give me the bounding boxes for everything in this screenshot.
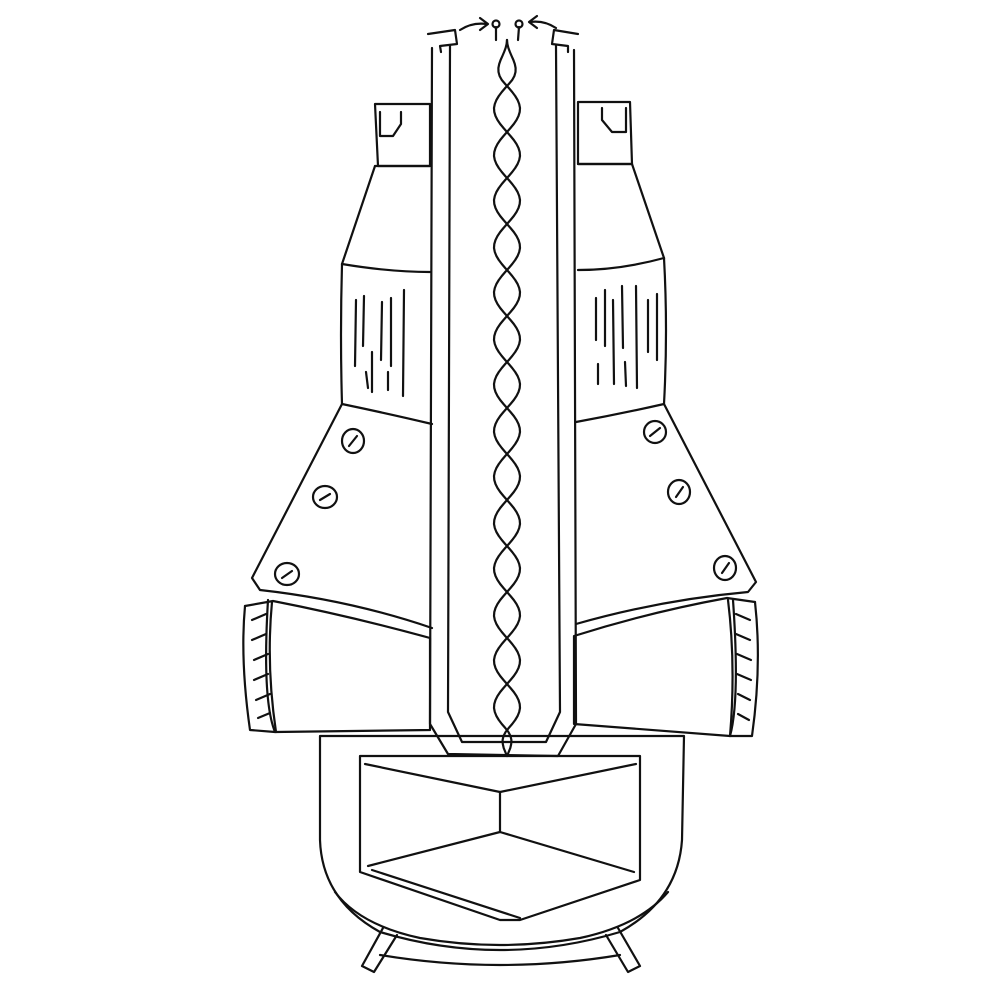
feet [360, 926, 642, 974]
wire-strand-a [492, 38, 522, 758]
left-clamp-stroke-3 [252, 652, 270, 662]
right-clamp-stroke-2 [734, 632, 752, 642]
inner-box-floor [366, 830, 636, 874]
center-tube-left-flange [426, 28, 459, 54]
screw-left-upper [340, 427, 366, 455]
twisted-wire-pair [492, 38, 522, 758]
screw-right-upper [642, 419, 668, 445]
screw-left-middle [311, 484, 339, 510]
right-foot [604, 926, 642, 974]
left-upper-collar [340, 102, 432, 266]
left-side-clamp [242, 598, 432, 734]
right-band-stroke-5 [634, 284, 639, 390]
center-tube [426, 28, 580, 758]
right-clamp-stroke-4 [735, 672, 753, 682]
screw-heads [273, 419, 738, 587]
left-band-hatching [353, 288, 406, 398]
left-band-outline [339, 262, 344, 406]
center-tube-inner [446, 44, 562, 744]
left-clamp-stroke-4 [252, 672, 270, 682]
left-clamp-stroke-5 [254, 692, 272, 702]
right-terminal [514, 19, 524, 42]
right-skirt-top [574, 402, 666, 424]
left-band-top [340, 262, 432, 274]
arrow-in-left-icon [458, 16, 490, 32]
left-hatched-band [339, 262, 432, 406]
left-clamp-stroke-6 [256, 711, 272, 720]
left-band-stroke-6 [401, 288, 406, 398]
arrow-in-right-icon [527, 14, 558, 30]
left-flared-skirt [250, 402, 434, 630]
left-collar-taper [340, 164, 377, 266]
right-hatched-band [576, 256, 668, 406]
left-band-stroke-2 [361, 294, 366, 348]
screw-right-middle [666, 478, 692, 506]
right-clamp-body [572, 596, 757, 738]
left-band-stroke-8 [364, 370, 370, 390]
base-housing-bottom-rim [378, 953, 622, 967]
screw-right-lower [712, 554, 738, 582]
right-band-outline [662, 256, 668, 406]
left-clamp-inner-edge [268, 600, 278, 734]
wire-strand-b [492, 38, 522, 758]
right-clamp-outer-edge [728, 600, 759, 738]
base-housing-outline [318, 734, 686, 952]
screw-left-lower [273, 561, 301, 587]
inner-box-front-edge [370, 868, 522, 920]
right-clamp-inner-edge [726, 598, 734, 738]
center-tube-outer [428, 46, 578, 758]
left-band-stroke-1 [353, 298, 358, 368]
right-clamp-stroke-6 [736, 712, 751, 722]
right-band-stroke-4 [620, 284, 625, 350]
left-collar-cap [373, 102, 432, 168]
left-clamp-hatching [250, 612, 272, 720]
inner-box-top-rim [363, 762, 638, 794]
right-clamp-stroke-1 [734, 612, 752, 622]
right-clamp-hatching [734, 612, 753, 722]
left-clamp-outer-edge [242, 604, 277, 734]
base-housing-lower-rim [333, 890, 670, 947]
right-skirt-outline [574, 402, 758, 626]
center-tube-right-flange [550, 28, 580, 54]
left-band-stroke-4 [379, 300, 384, 362]
right-collar-notch [600, 106, 628, 134]
left-skirt-outline [250, 402, 434, 630]
right-band-stroke-3 [611, 298, 616, 386]
right-band-top [576, 256, 666, 272]
right-collar-taper [630, 162, 666, 260]
right-side-clamp [572, 596, 759, 738]
right-flared-skirt [574, 402, 758, 626]
left-foot [360, 926, 399, 974]
left-skirt-top [340, 402, 434, 426]
right-band-stroke-9 [623, 360, 628, 388]
left-clamp-stroke-1 [250, 612, 268, 622]
left-clamp-stroke-2 [250, 632, 268, 642]
right-collar-cap [576, 100, 634, 166]
inner-box [358, 754, 642, 922]
right-upper-collar [576, 100, 666, 260]
left-terminal [491, 19, 501, 42]
right-clamp-stroke-3 [735, 652, 753, 662]
right-clamp-stroke-5 [736, 692, 752, 702]
base-housing [318, 734, 686, 967]
inner-box-outer [358, 754, 642, 922]
right-band-hatching [594, 284, 659, 390]
left-collar-notch [378, 110, 403, 138]
wire-terminals [458, 14, 558, 42]
